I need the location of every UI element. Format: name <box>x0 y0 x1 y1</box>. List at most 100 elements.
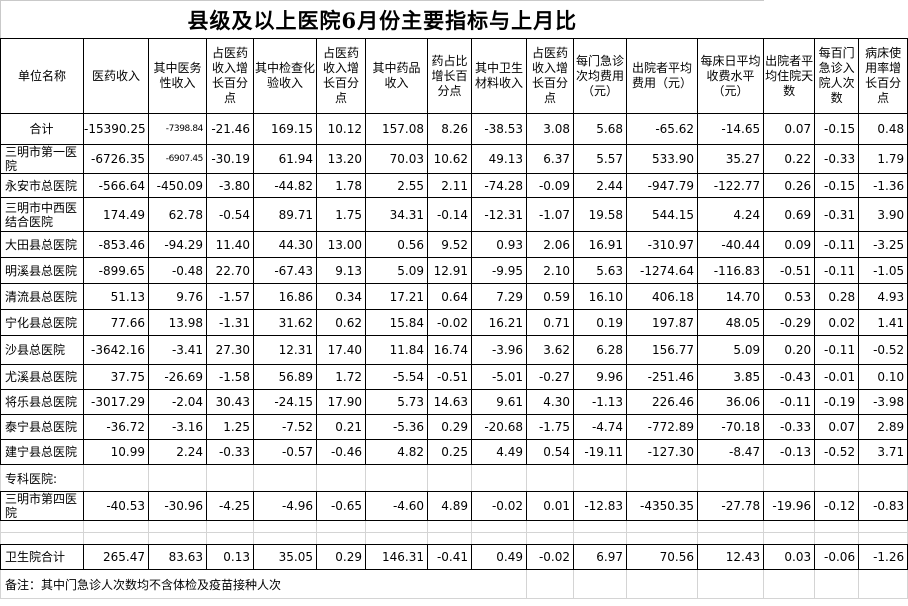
value-cell: 5.73 <box>365 389 428 415</box>
value-cell: 17.21 <box>365 283 428 310</box>
column-header: 其中药品收入 <box>365 38 428 114</box>
value-cell: 156.77 <box>626 335 698 365</box>
unit-name-cell: 卫生院合计 <box>0 544 84 570</box>
empty-cell <box>253 532 317 545</box>
empty-row <box>0 532 908 545</box>
value-cell <box>763 464 816 492</box>
value-cell: 5.09 <box>365 257 428 284</box>
value-cell: 13.98 <box>148 309 207 336</box>
column-header: 占医药收入增长百分点 <box>316 38 366 114</box>
value-cell: 0.54 <box>526 439 574 465</box>
value-cell: 3.08 <box>526 113 574 145</box>
column-header: 其中医务性收入 <box>148 38 207 114</box>
value-cell: 4.24 <box>696 197 765 232</box>
table-row: 三明市第四医院 -40.53 -30.96 -4.25 -4.96 -0.65 -4.60 4… <box>0 491 908 521</box>
empty-cell <box>365 520 428 533</box>
empty-cell <box>814 532 860 545</box>
value-cell: -4.60 <box>365 491 428 521</box>
value-cell: -0.33 <box>814 144 860 174</box>
value-cell: -67.43 <box>253 257 317 284</box>
value-cell: 0.53 <box>763 283 816 310</box>
empty-cell <box>626 520 698 533</box>
value-cell: 83.63 <box>148 544 207 570</box>
column-header: 病床使用率增长百分点 <box>858 38 908 114</box>
value-cell: 13.20 <box>316 144 366 174</box>
value-cell: 14.63 <box>427 389 472 415</box>
value-cell: 226.46 <box>626 389 698 415</box>
empty-cell <box>626 569 698 599</box>
value-cell: 19.58 <box>573 197 627 232</box>
value-cell: -0.33 <box>763 414 816 440</box>
value-cell: -5.36 <box>365 414 428 440</box>
footnote: 备注：其中门急诊人次数均不含体检及疫苗接种人次 <box>0 569 527 599</box>
value-cell: 0.22 <box>763 144 816 174</box>
value-cell: 1.72 <box>316 364 366 390</box>
value-cell: -772.89 <box>626 414 698 440</box>
empty-cell <box>763 532 816 545</box>
value-cell <box>427 464 472 492</box>
value-cell: 0.56 <box>365 231 428 258</box>
value-cell: 44.30 <box>253 231 317 258</box>
value-cell: 4.82 <box>365 439 428 465</box>
value-cell: -1.26 <box>858 544 908 570</box>
column-header: 医药收入 <box>83 38 149 114</box>
value-cell: -12.83 <box>573 491 627 521</box>
value-cell: -74.28 <box>471 173 527 198</box>
value-cell: -0.11 <box>814 335 860 365</box>
empty-cell <box>696 532 765 545</box>
value-cell: 4.93 <box>858 283 908 310</box>
column-header: 每门急诊次均费用（元） <box>573 38 627 114</box>
value-cell: -4.74 <box>573 414 627 440</box>
value-cell: -1.31 <box>206 309 254 336</box>
value-cell: 48.05 <box>696 309 765 336</box>
value-cell: -4350.35 <box>626 491 698 521</box>
value-cell: -127.30 <box>626 439 698 465</box>
value-cell: -0.09 <box>526 173 574 198</box>
value-cell: 6.28 <box>573 335 627 365</box>
table-row: 清流县总医院 51.13 9.76 -1.57 16.86 0.34 17.21 0.64 7.… <box>0 283 908 310</box>
value-cell: 1.75 <box>316 197 366 232</box>
value-cell: 13.00 <box>316 231 366 258</box>
empty-cell <box>858 532 908 545</box>
value-cell: 265.47 <box>83 544 149 570</box>
value-cell: 17.90 <box>316 389 366 415</box>
value-cell: -0.46 <box>316 439 366 465</box>
empty-cell <box>763 520 816 533</box>
value-cell: 4.30 <box>526 389 574 415</box>
value-cell: 3.85 <box>696 364 765 390</box>
value-cell: 56.89 <box>253 364 317 390</box>
table-row: 将乐县总医院 -3017.29 -2.04 30.43 -24.15 17.90 5.73 1… <box>0 389 908 415</box>
table-row: 三明市第一医院 -6726.35 -6907.45 -30.19 61.94 13.20 7… <box>0 144 908 174</box>
empty-cell <box>626 532 698 545</box>
value-cell: -70.18 <box>696 414 765 440</box>
table-row: 合计 -15390.25 -7398.84 -21.46 169.15 10.12 157.… <box>0 113 908 145</box>
value-cell: -9.95 <box>471 257 527 284</box>
value-cell: -1.07 <box>526 197 574 232</box>
value-cell: -5.01 <box>471 364 527 390</box>
value-cell: -0.13 <box>763 439 816 465</box>
value-cell: 6.37 <box>526 144 574 174</box>
value-cell: 533.90 <box>626 144 698 174</box>
unit-name-cell: 将乐县总医院 <box>0 389 84 415</box>
table-row: 泰宁县总医院 -36.72 -3.16 1.25 -7.52 0.21 -5.36 0.29-… <box>0 414 908 440</box>
value-cell: -0.02 <box>471 491 527 521</box>
value-cell: 3.62 <box>526 335 574 365</box>
value-cell: 35.27 <box>696 144 765 174</box>
value-cell <box>316 464 366 492</box>
section-label-row: 专科医院: <box>0 464 908 492</box>
value-cell: 16.86 <box>253 283 317 310</box>
column-header: 其中检查化验收入 <box>253 38 317 114</box>
value-cell: -1.05 <box>858 257 908 284</box>
value-cell <box>365 464 428 492</box>
table-row: 宁化县总医院 77.66 13.98 -1.31 31.62 0.62 15.84 -0.02… <box>0 309 908 336</box>
value-cell: 9.52 <box>427 231 472 258</box>
value-cell: 11.40 <box>206 231 254 258</box>
value-cell <box>814 464 860 492</box>
unit-name-cell: 三明市中西医结合医院 <box>0 197 84 232</box>
value-cell: -30.19 <box>206 144 254 174</box>
value-cell: -7.52 <box>253 414 317 440</box>
table-row: 卫生院合计 265.47 83.63 0.13 35.05 0.29 146.31 -0.41… <box>0 544 908 570</box>
title-spacer <box>763 0 908 39</box>
title-row: 县级及以上医院6月份主要指标与上月比 <box>0 0 908 39</box>
empty-cell <box>0 532 84 545</box>
